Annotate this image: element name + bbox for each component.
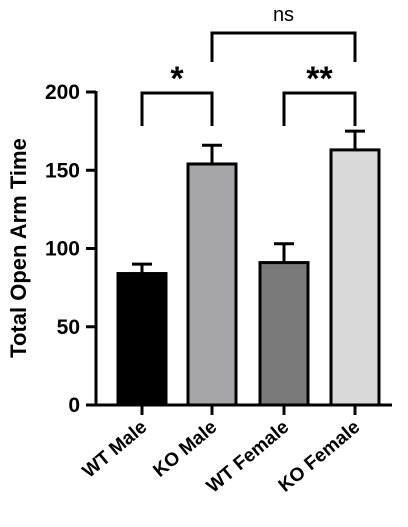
bar-wt-female	[258, 261, 310, 407]
error-bars	[132, 129, 365, 274]
y-tick-label: 150	[45, 159, 80, 182]
y-tick-label: 0	[68, 394, 80, 417]
x-tick-label: KO Male	[149, 417, 221, 482]
y-axis-label: Total Open Arm Time	[6, 138, 31, 358]
y-tick-label: 100	[45, 238, 80, 261]
significance-bracket	[210, 31, 357, 62]
significance-brackets: * **ns	[140, 4, 357, 126]
y-tick-label: 50	[57, 316, 80, 339]
y-tick-label: 200	[45, 81, 80, 104]
significance-label: **	[306, 60, 333, 98]
significance-label: *	[170, 60, 184, 98]
x-tick-label: WT Male	[79, 417, 152, 483]
bar-ko-female	[329, 148, 381, 407]
bar-wt-male	[116, 272, 168, 407]
significance-label: ns	[273, 4, 294, 26]
bar-ko-male	[186, 162, 238, 407]
significance-bracket	[140, 91, 214, 126]
bars	[116, 148, 381, 407]
significance-bracket	[282, 91, 357, 126]
